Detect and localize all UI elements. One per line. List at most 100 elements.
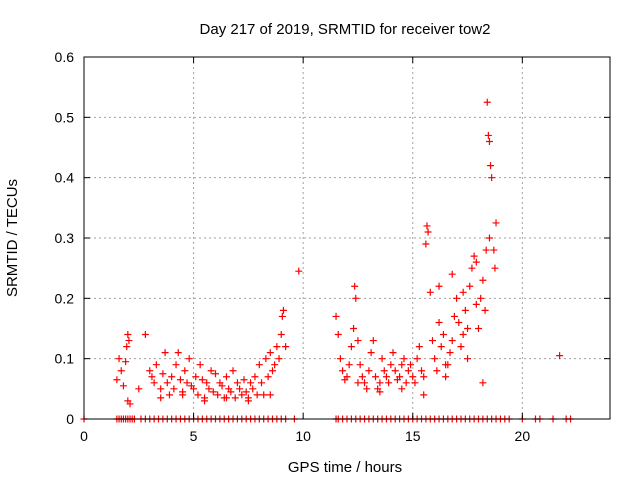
data-point bbox=[209, 388, 217, 396]
chart-title: Day 217 of 2019, SRMTID for receiver tow… bbox=[200, 21, 491, 38]
data-point bbox=[398, 385, 406, 393]
data-point bbox=[470, 252, 478, 260]
data-point bbox=[236, 385, 244, 393]
data-point bbox=[433, 367, 441, 375]
data-point bbox=[376, 388, 384, 396]
x-tick-label: 0 bbox=[80, 428, 88, 444]
data-point bbox=[119, 382, 127, 390]
data-point bbox=[339, 367, 347, 375]
data-point bbox=[391, 367, 399, 375]
data-point bbox=[485, 137, 493, 145]
data-point bbox=[332, 312, 340, 320]
data-point bbox=[135, 385, 143, 393]
data-point bbox=[266, 391, 274, 399]
data-point bbox=[198, 376, 206, 384]
data-point bbox=[282, 343, 290, 351]
data-point bbox=[347, 343, 355, 351]
data-point bbox=[168, 373, 176, 381]
data-point bbox=[157, 394, 165, 402]
data-point bbox=[185, 355, 193, 363]
data-point bbox=[426, 288, 434, 296]
data-point bbox=[264, 373, 272, 381]
data-point bbox=[382, 373, 390, 381]
x-tick-label: 10 bbox=[295, 428, 311, 444]
data-point bbox=[207, 367, 215, 375]
data-point bbox=[378, 355, 386, 363]
y-tick-label: 0.5 bbox=[55, 109, 75, 125]
x-tick-label: 15 bbox=[405, 428, 421, 444]
data-point bbox=[278, 312, 286, 320]
data-point bbox=[376, 379, 384, 387]
data-point bbox=[148, 373, 156, 381]
data-point bbox=[222, 373, 230, 381]
data-point bbox=[343, 373, 351, 381]
data-point bbox=[277, 331, 285, 339]
data-point bbox=[404, 367, 412, 375]
data-point bbox=[218, 382, 226, 390]
data-point bbox=[442, 373, 450, 381]
data-point bbox=[385, 379, 393, 387]
data-point bbox=[222, 394, 230, 402]
data-point bbox=[464, 355, 472, 363]
data-point bbox=[420, 373, 428, 381]
data-point bbox=[196, 361, 204, 369]
data-point bbox=[260, 391, 268, 399]
data-point bbox=[163, 379, 171, 387]
data-point bbox=[556, 352, 564, 360]
data-point bbox=[124, 397, 132, 405]
grid-lines bbox=[84, 57, 610, 419]
data-point bbox=[361, 379, 369, 387]
data-point bbox=[253, 391, 261, 399]
data-point bbox=[380, 367, 388, 375]
data-point bbox=[363, 385, 371, 393]
data-point bbox=[161, 349, 169, 357]
data-point bbox=[418, 367, 426, 375]
data-point bbox=[485, 234, 493, 242]
data-point bbox=[113, 376, 121, 384]
data-point bbox=[466, 282, 474, 290]
data-point bbox=[481, 306, 489, 314]
data-point bbox=[295, 267, 303, 275]
data-point bbox=[176, 376, 184, 384]
data-point bbox=[464, 325, 472, 332]
x-tick-label: 5 bbox=[190, 428, 198, 444]
data-point bbox=[351, 282, 359, 290]
y-tick-label: 0.6 bbox=[55, 49, 75, 65]
data-point bbox=[487, 162, 495, 170]
data-point bbox=[249, 385, 257, 393]
data-point bbox=[459, 331, 467, 339]
data-point bbox=[279, 306, 287, 314]
data-point bbox=[477, 294, 485, 302]
data-point bbox=[354, 379, 362, 387]
data-point bbox=[411, 379, 419, 387]
data-point bbox=[201, 397, 209, 405]
data-point bbox=[179, 391, 187, 399]
data-point bbox=[413, 355, 421, 363]
data-point bbox=[352, 294, 360, 302]
data-point bbox=[475, 325, 482, 332]
data-point bbox=[453, 294, 461, 302]
data-point bbox=[233, 379, 241, 387]
data-point bbox=[448, 270, 456, 278]
data-point bbox=[407, 361, 415, 369]
data-point bbox=[271, 361, 279, 369]
data-point bbox=[146, 367, 154, 375]
data-point bbox=[437, 343, 445, 351]
data-point bbox=[238, 391, 246, 399]
data-point bbox=[367, 349, 375, 357]
data-point bbox=[157, 385, 165, 393]
data-point bbox=[442, 361, 450, 369]
data-point bbox=[409, 373, 417, 381]
data-point bbox=[122, 358, 130, 366]
data-point bbox=[141, 331, 149, 339]
data-point bbox=[402, 379, 410, 387]
data-point bbox=[422, 240, 430, 248]
data-point bbox=[415, 343, 423, 351]
data-point bbox=[181, 367, 189, 375]
x-tick-label: 20 bbox=[515, 428, 531, 444]
data-point bbox=[400, 355, 408, 363]
data-point bbox=[365, 367, 373, 375]
data-point bbox=[455, 318, 463, 326]
data-point bbox=[231, 394, 239, 402]
data-point bbox=[266, 349, 274, 357]
